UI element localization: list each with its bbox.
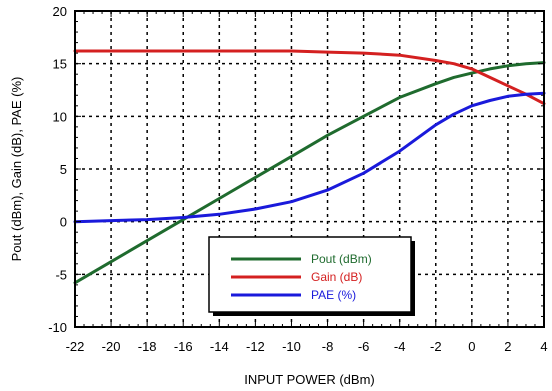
x-tick-label: -20 (102, 339, 121, 354)
x-tick-label: -22 (66, 339, 85, 354)
y-tick-label: 15 (53, 57, 67, 72)
x-tick-label: -4 (394, 339, 406, 354)
x-tick-label: -2 (430, 339, 442, 354)
series-line (73, 49, 546, 106)
x-tick-label: -12 (246, 339, 265, 354)
series-line (73, 61, 546, 285)
x-axis-title: INPUT POWER (dBm) (244, 372, 375, 387)
legend-label: Pout (dBm) (311, 252, 372, 266)
legend: Pout (dBm) Gain (dB) PAE (%) (208, 236, 415, 316)
x-tick-label: -10 (282, 339, 301, 354)
legend-label: PAE (%) (311, 288, 356, 302)
y-tick-label: 5 (60, 162, 67, 177)
x-tick-label: -18 (138, 339, 157, 354)
y-tick-label: 0 (60, 215, 67, 230)
x-tick-label: 4 (540, 339, 547, 354)
series-lines (73, 49, 546, 285)
y-ticks: -10 -5 0 5 10 15 20 (48, 4, 544, 335)
y-tick-label: -5 (55, 267, 67, 282)
x-tick-label: 2 (504, 339, 511, 354)
x-tick-label: -16 (174, 339, 193, 354)
x-tick-label: -8 (322, 339, 334, 354)
y-axis-title: Pout (dBm), Gain (dB), PAE (%) (9, 77, 24, 262)
grid-lines (75, 11, 544, 327)
x-tick-label: 0 (468, 339, 475, 354)
legend-label: Gain (dB) (311, 270, 362, 284)
x-tick-label: -6 (358, 339, 370, 354)
y-tick-label: 20 (53, 4, 67, 19)
y-tick-label: 10 (53, 109, 67, 124)
y-tick-label: -10 (48, 320, 67, 335)
series-line (73, 91, 546, 224)
legend-box (208, 236, 412, 313)
x-ticks: -22 -20 -18 -16 -14 -12 -10 -8 -6 -4 -2 0 2 4 (66, 11, 548, 354)
x-tick-label: -14 (210, 339, 229, 354)
